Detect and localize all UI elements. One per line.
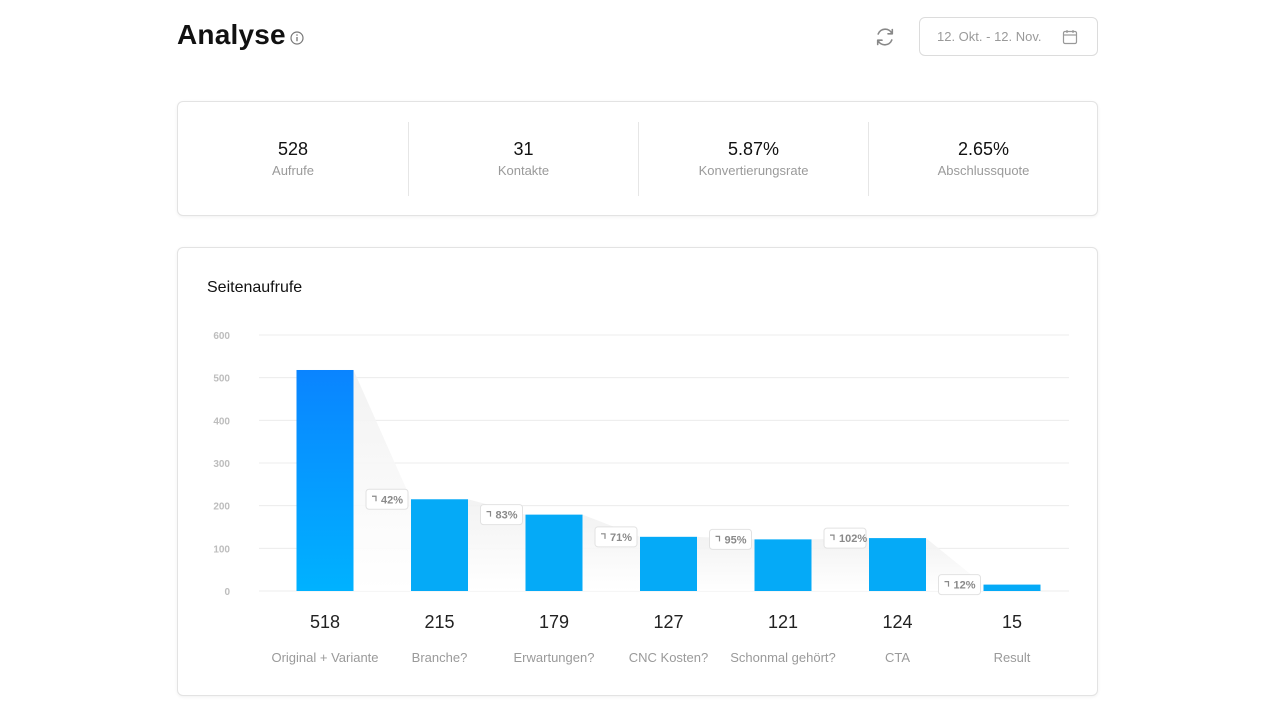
refresh-icon[interactable] [873,25,897,49]
kpi-label: Kontakte [497,163,550,178]
bar[interactable] [525,514,583,591]
y-tick-label: 600 [213,331,230,342]
conversion-badge: 12% [938,574,981,596]
bar[interactable] [411,499,468,591]
conversion-arrow-icon [486,511,492,517]
category-label: Schonmal gehört? [730,650,836,665]
category-label: CNC Kosten? [629,650,708,665]
conversion-badge-box [709,528,752,550]
date-range-label: 12. Okt. - 12. Nov. [937,29,1042,44]
conversion-arrow-icon [944,581,950,587]
conversion-badge-box [480,504,523,526]
conversion-label: 95% [725,534,747,546]
y-tick-label: 100 [213,544,230,555]
bar-value-label: 215 [424,612,454,632]
kpi-close-rate: 2.65% Abschlussquote [868,122,1098,196]
kpi-value: 528 [277,139,309,159]
funnel-connector [582,514,640,591]
y-tick-label: 500 [213,374,230,385]
bar-value-label: 127 [653,612,683,632]
kpi-label: Abschlussquote [937,163,1030,178]
kpi-card: 528 Aufrufe 31 Kontakte 5.87% Konvertier… [177,101,1098,216]
conversion-label: 102% [839,533,867,545]
conversion-label: 83% [496,510,518,522]
conversion-label: 71% [610,532,632,544]
conversion-badge: 42% [365,488,409,510]
chart-card: Seitenaufrufe 0 100 200 300 400 500 600 42% 83%… [177,247,1098,696]
conversion-label: 42% [381,494,403,506]
bar-value-label: 518 [310,612,340,632]
funnel-connector [697,536,755,591]
chart-title: Seitenaufrufe [207,279,303,296]
bar[interactable] [296,369,354,591]
header: Analyse 12. Okt. - 12. Nov. [177,17,1098,57]
bar-value-label: 121 [768,612,798,632]
bar-value-label: 15 [1002,612,1022,632]
kpi-value: 5.87% [727,139,780,159]
category-label: Branche? [412,650,468,665]
kpi-value: 31 [513,139,534,159]
y-tick-label: 400 [213,416,230,427]
conversion-badge-box [938,574,981,596]
category-label: Result [994,650,1031,665]
y-tick-label: 300 [213,459,230,470]
funnel-connector [811,538,869,591]
bar[interactable] [869,538,926,591]
date-range-picker[interactable]: 12. Okt. - 12. Nov. [919,17,1098,56]
kpi-label: Konvertierungsrate [698,163,809,178]
conversion-arrow-icon [372,495,377,502]
conversion-badge: 95% [709,528,752,550]
bar-value-label: 179 [539,612,569,632]
kpi-value: 2.65% [957,139,1010,159]
calendar-icon [1062,30,1078,45]
conversion-label: 12% [954,580,976,592]
info-icon[interactable] [290,31,304,45]
kpi-label: Aufrufe [272,163,314,178]
conversion-badge-box [594,526,638,548]
bar[interactable] [983,584,1041,591]
conversion-badge: 102% [823,527,867,549]
page-title: Analyse [177,19,286,50]
conversion-badge: 83% [480,504,523,526]
kpi-views: 528 Aufrufe [178,122,408,196]
funnel-connector [353,369,411,591]
conversion-arrow-icon [830,534,835,541]
y-tick-label: 0 [224,587,230,598]
kpi-conversion-rate: 5.87% Konvertierungsrate [638,122,868,196]
category-label: Erwartungen? [514,650,595,665]
conversion-arrow-icon [601,533,606,539]
category-label: Original + Variante [271,650,378,665]
conversion-arrow-icon [715,535,721,542]
category-label: CTA [885,650,910,665]
bar[interactable] [640,536,697,591]
bar[interactable] [754,539,812,591]
conversion-badge: 71% [594,526,638,548]
conversion-badge-box [365,488,409,510]
kpi-contacts: 31 Kontakte [408,122,638,196]
y-tick-label: 200 [213,502,230,513]
bar-value-label: 124 [882,612,912,632]
conversion-badge-box [823,527,867,549]
